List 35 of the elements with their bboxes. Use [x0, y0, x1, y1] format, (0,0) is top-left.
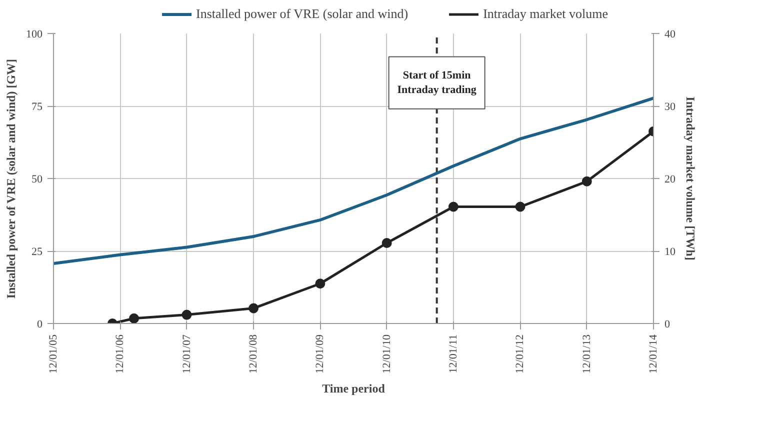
point	[582, 176, 592, 186]
y2-tick-label: 10	[664, 246, 676, 258]
y-tick-label: 25	[32, 246, 43, 258]
x-tick-label: 12/01/05	[48, 334, 60, 374]
x-axis-title: Time period	[322, 382, 386, 396]
x-tick-label: 12/01/06	[114, 334, 126, 374]
point	[382, 238, 392, 248]
y-tick-label: 100	[26, 28, 43, 40]
point	[248, 303, 259, 314]
point	[182, 310, 192, 320]
x-tick-label: 12/01/13	[580, 334, 593, 374]
y2-tick-label: 0	[664, 318, 670, 330]
x-tick-label: 12/01/14	[648, 334, 660, 374]
y-axis-title: Installed power of VRE (solar and wind) [GW]	[4, 58, 18, 299]
y2-tick-label: 30	[664, 101, 676, 113]
y-tick-label: 50	[32, 174, 43, 186]
point	[448, 202, 458, 212]
line-series	[54, 96, 654, 265]
x-tick-label: 12/01/07	[180, 334, 193, 374]
ref-line-label: Start of 15min Intraday trading	[397, 70, 477, 96]
y2-tick-label: 20	[664, 174, 676, 186]
legend-label: Installed power of VRE (solar and wind)	[196, 6, 408, 22]
x-tick-label: 12/01/12	[514, 334, 526, 374]
y-tick-label: 0	[37, 318, 43, 330]
x-tick-label: 12/01/09	[314, 334, 326, 374]
legend-label: Intraday market volume	[483, 6, 608, 22]
x-tick-label: 12/01/08	[248, 334, 260, 374]
point	[129, 313, 139, 324]
y-tick-label: 75	[32, 101, 43, 113]
point	[315, 278, 326, 289]
x-tick-label: 12/01/10	[380, 334, 393, 374]
point	[515, 202, 526, 212]
y2-tick-label: 40	[664, 28, 676, 40]
y2-axis-title: Intraday market volume [TWh]	[684, 96, 698, 260]
x-tick-label: 12/01/11	[447, 334, 460, 374]
